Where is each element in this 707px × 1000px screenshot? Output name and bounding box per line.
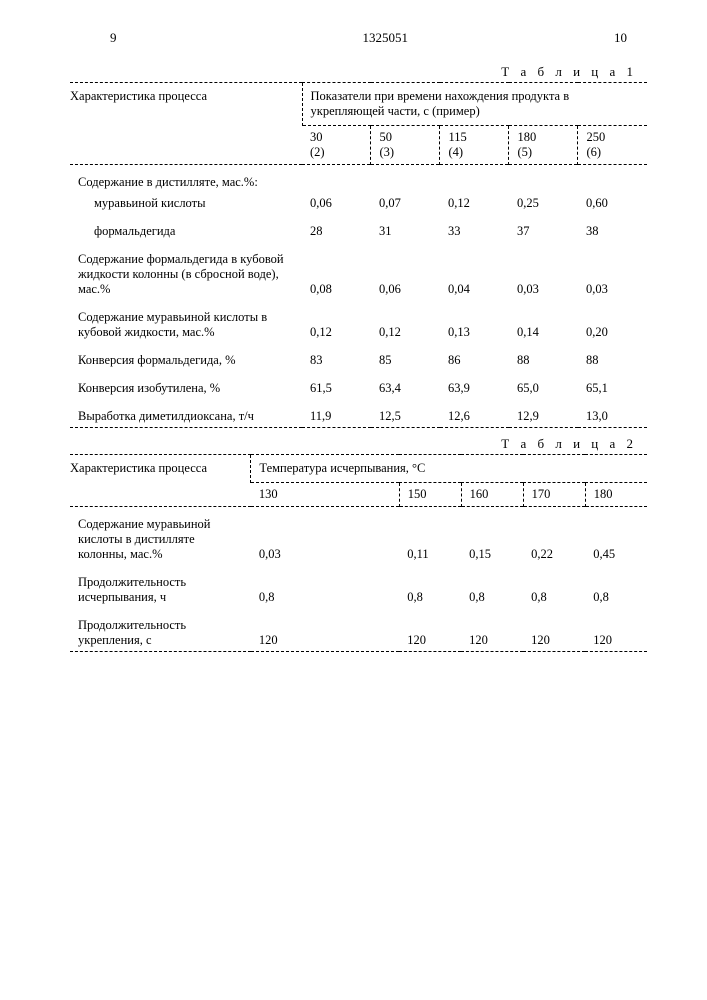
t1-r4-label: Конверсия формальдегида, % [70, 343, 302, 371]
t1-r1b-c1: 28 [302, 214, 371, 242]
t1-r1a-c4: 0,25 [509, 193, 578, 214]
table1-label: Т а б л и ц а 1 [70, 64, 637, 80]
t1-r3-c4: 0,14 [509, 300, 578, 343]
table2: Характеристика процесса Температура исче… [70, 454, 647, 652]
t1-r2-c5: 0,03 [578, 242, 647, 300]
t2-col5: 180 [585, 483, 647, 507]
t1-r5-c1: 61,5 [302, 371, 371, 399]
t1-col4: 180(5) [509, 126, 578, 165]
t2-r2-c2: 0,8 [399, 565, 461, 608]
t1-r4-c1: 83 [302, 343, 371, 371]
t1-r3-label: Содержание муравьиной кислоты в кубовой … [70, 300, 302, 343]
t2-r3-label: Продолжительность укрепления, с [70, 608, 251, 652]
t1-r4-c3: 86 [440, 343, 509, 371]
t1-r6-label: Выработка диметилдиоксана, т/ч [70, 399, 302, 428]
t2-r2-c5: 0,8 [585, 565, 647, 608]
t1-r3-c5: 0,20 [578, 300, 647, 343]
t1-r3-c1: 0,12 [302, 300, 371, 343]
t2-col1: 130 [251, 483, 399, 507]
page-left: 9 [110, 30, 117, 46]
t1-r2-label: Содержание формальдегида в кубовой жидко… [70, 242, 302, 300]
t2-r3-c2: 120 [399, 608, 461, 652]
t1-head-right: Показатели при времени нахождения продук… [302, 83, 647, 126]
t1-r2-c4: 0,03 [509, 242, 578, 300]
t1-r5-c3: 63,9 [440, 371, 509, 399]
t2-r3-c1: 120 [251, 608, 399, 652]
t2-r3-c5: 120 [585, 608, 647, 652]
t2-r2-c3: 0,8 [461, 565, 523, 608]
page-header: 9 1325051 10 [70, 30, 647, 46]
table1: Характеристика процесса Показатели при в… [70, 82, 647, 428]
t2-r2-label: Продолжительность исчерпывания, ч [70, 565, 251, 608]
t2-head-right: Температура исчерпывания, °С [251, 455, 647, 483]
t1-head-left: Характеристика процесса [70, 83, 302, 165]
t1-r6-c2: 12,5 [371, 399, 440, 428]
t1-r5-c5: 65,1 [578, 371, 647, 399]
t1-r4-c4: 88 [509, 343, 578, 371]
t1-r3-c3: 0,13 [440, 300, 509, 343]
t1-col5: 250(6) [578, 126, 647, 165]
doc-id: 1325051 [363, 30, 409, 46]
t1-r1b-c2: 31 [371, 214, 440, 242]
t2-head-left: Характеристика процесса [70, 455, 251, 507]
t2-r1-c1: 0,03 [251, 507, 399, 565]
t2-r2-c1: 0,8 [251, 565, 399, 608]
t2-col4: 170 [523, 483, 585, 507]
t1-r1b-c3: 33 [440, 214, 509, 242]
t1-col3: 115(4) [440, 126, 509, 165]
t1-r1b-c4: 37 [509, 214, 578, 242]
t1-r1a-c5: 0,60 [578, 193, 647, 214]
t2-r2-c4: 0,8 [523, 565, 585, 608]
t1-col1: 30(2) [302, 126, 371, 165]
t2-r1-c5: 0,45 [585, 507, 647, 565]
t1-r5-label: Конверсия изобутилена, % [70, 371, 302, 399]
t1-r1a-label: муравьиной кислоты [70, 193, 302, 214]
t1-r4-c2: 85 [371, 343, 440, 371]
t1-r1b-c5: 38 [578, 214, 647, 242]
t1-r6-c3: 12,6 [440, 399, 509, 428]
t1-r4-c5: 88 [578, 343, 647, 371]
t1-r5-c4: 65,0 [509, 371, 578, 399]
t1-r5-c2: 63,4 [371, 371, 440, 399]
table2-label: Т а б л и ц а 2 [70, 436, 637, 452]
t1-r1-label: Содержание в дистилляте, мас.%: [70, 165, 302, 193]
t2-r1-label: Содержание муравьиной кислоты в дистилля… [70, 507, 251, 565]
t1-r2-c1: 0,08 [302, 242, 371, 300]
t1-r6-c5: 13,0 [578, 399, 647, 428]
t1-r1a-c1: 0,06 [302, 193, 371, 214]
t2-r1-c2: 0,11 [399, 507, 461, 565]
t1-r6-c1: 11,9 [302, 399, 371, 428]
t1-r1a-c3: 0,12 [440, 193, 509, 214]
t1-col2: 50(3) [371, 126, 440, 165]
t2-col2: 150 [399, 483, 461, 507]
t1-r1a-c2: 0,07 [371, 193, 440, 214]
t1-r2-c2: 0,06 [371, 242, 440, 300]
t2-r3-c3: 120 [461, 608, 523, 652]
page-right: 10 [614, 30, 627, 46]
t1-r6-c4: 12,9 [509, 399, 578, 428]
t2-r3-c4: 120 [523, 608, 585, 652]
t2-col3: 160 [461, 483, 523, 507]
t1-r3-c2: 0,12 [371, 300, 440, 343]
t2-r1-c4: 0,22 [523, 507, 585, 565]
t1-r2-c3: 0,04 [440, 242, 509, 300]
t2-r1-c3: 0,15 [461, 507, 523, 565]
t1-r1b-label: формальдегида [70, 214, 302, 242]
